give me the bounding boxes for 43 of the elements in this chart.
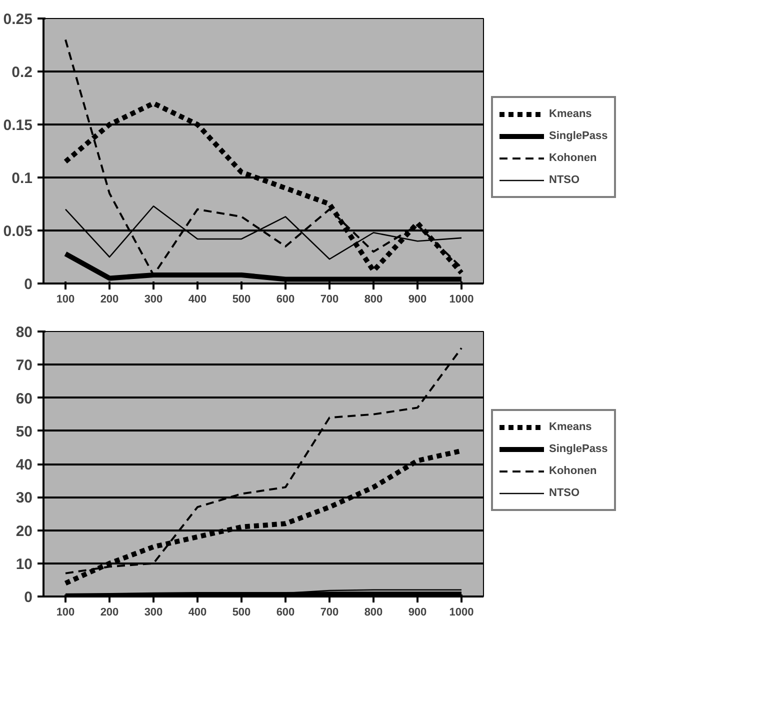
x-tick-label: 200 — [100, 606, 119, 618]
y-tick-label: 0.05 — [3, 223, 33, 240]
x-tick-label: 200 — [100, 294, 119, 306]
y-tick-label: 0.15 — [3, 117, 33, 134]
x-tick-label: 800 — [364, 606, 383, 618]
x-tick-label: 700 — [320, 606, 339, 618]
legend-label: SinglePass — [549, 130, 608, 142]
x-tick-label: 600 — [276, 606, 295, 618]
y-tick-label: 20 — [16, 522, 33, 540]
x-tick-label: 100 — [56, 606, 75, 618]
y-tick-label: 0.2 — [12, 64, 33, 81]
y-tick-label: 60 — [16, 390, 33, 408]
y-tick-label: 10 — [16, 556, 33, 573]
y-tick-label: 50 — [16, 423, 33, 440]
x-tick-label: 300 — [144, 294, 163, 306]
y-tick-label: 80 — [16, 324, 33, 341]
legend-label: SinglePass — [549, 443, 608, 455]
legend-label: Kohonen — [549, 465, 597, 477]
x-tick-label: 300 — [144, 606, 163, 618]
legend-label: Kohonen — [549, 152, 597, 164]
x-tick-label: 900 — [408, 294, 427, 306]
x-tick-label: 600 — [276, 294, 295, 306]
x-tick-label: 400 — [188, 606, 207, 618]
x-tick-label: 800 — [364, 294, 383, 306]
x-tick-label: 400 — [188, 294, 207, 306]
y-tick-label: 70 — [16, 357, 33, 374]
legend-label: Kmeans — [549, 108, 592, 120]
x-tick-label: 1000 — [449, 606, 474, 618]
x-tick-label: 700 — [320, 294, 339, 306]
x-tick-label: 500 — [232, 606, 251, 618]
x-tick-label: 500 — [232, 294, 251, 306]
legend-label: Kmeans — [549, 421, 592, 433]
y-tick-label: 0.1 — [12, 170, 33, 187]
y-tick-label: 0.25 — [3, 11, 33, 28]
legend-label: NTSO — [549, 487, 580, 499]
y-tick-label: 40 — [16, 456, 33, 474]
y-tick-label: 0 — [24, 276, 32, 293]
legend-label: NTSO — [549, 174, 580, 186]
y-tick-label: 30 — [16, 490, 33, 507]
x-tick-label: 900 — [408, 606, 427, 618]
y-tick-label: 0 — [24, 589, 32, 606]
x-tick-label: 100 — [56, 294, 75, 306]
x-tick-label: 1000 — [449, 294, 474, 306]
